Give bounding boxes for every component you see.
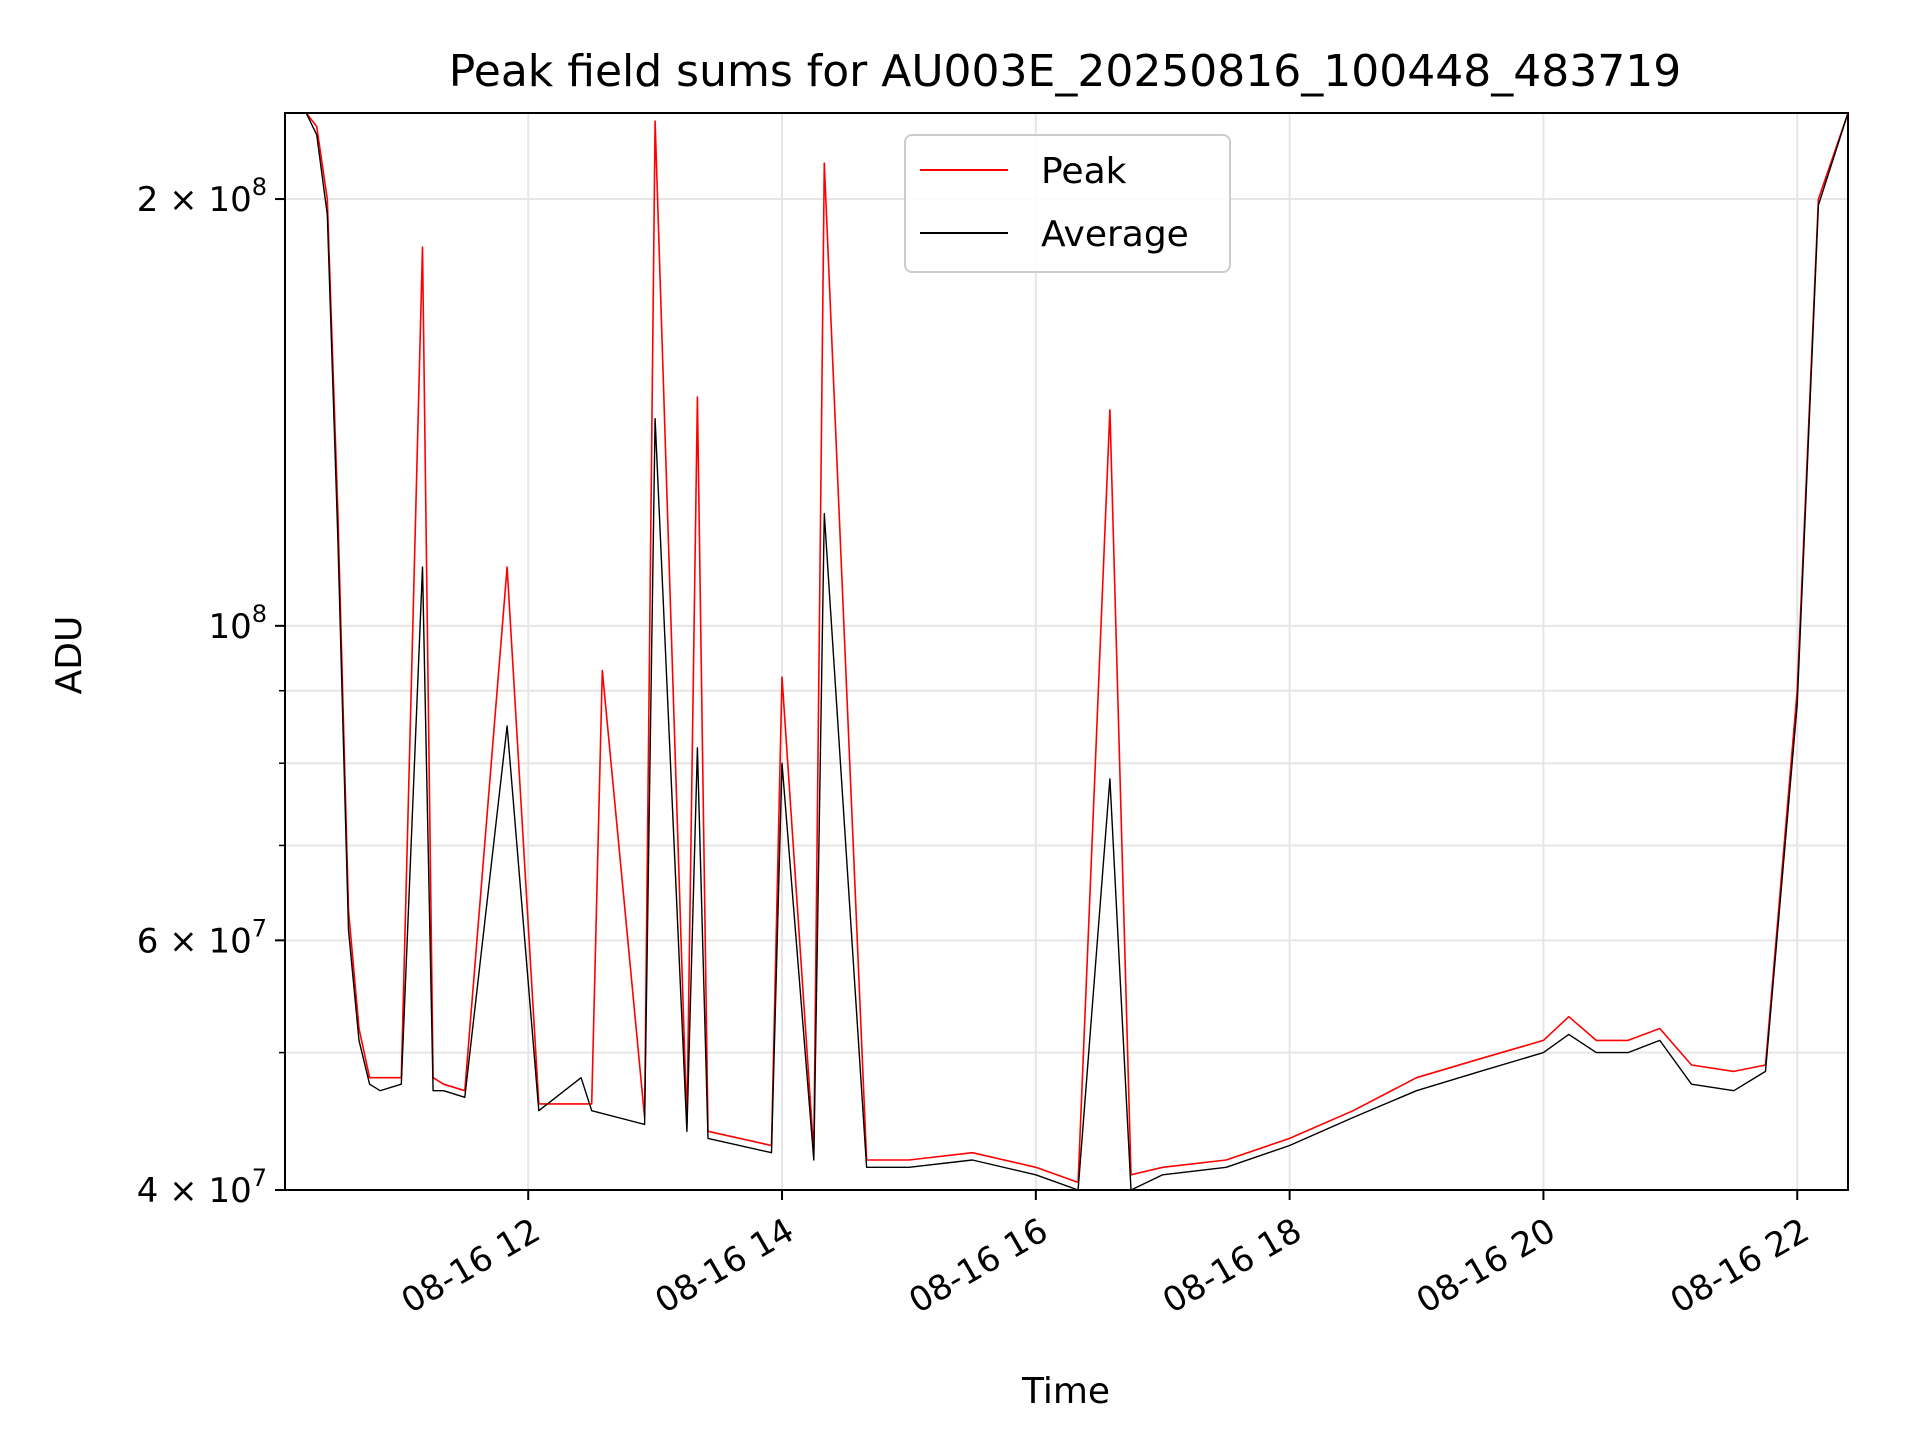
y-tick-mantissa: 6: [137, 921, 159, 961]
series-line-average: [285, 113, 1848, 1190]
series-lines: [285, 113, 1848, 1190]
y-tick-times: ×: [158, 1171, 208, 1211]
y-tick-exponent: 7: [252, 1164, 267, 1192]
legend-label-peak: Peak: [1041, 151, 1127, 192]
y-tick-base: 10: [208, 921, 251, 961]
x-axis-label: Time: [1021, 1371, 1110, 1412]
x-axis-ticks: 08-16 12 08-16 14 08-16 16 08-16 18 08-16 20…: [395, 1190, 1816, 1322]
y-tick-label: 108: [208, 600, 267, 647]
x-tick-label: 08-16 16: [902, 1211, 1054, 1322]
x-tick-label: 08-16 14: [649, 1211, 801, 1322]
y-axis-label: ADU: [49, 616, 90, 695]
x-tick-label: 08-16 22: [1664, 1211, 1816, 1322]
legend: Peak Average: [904, 134, 1231, 273]
legend-label-average: Average: [1041, 214, 1189, 255]
y-tick-times: ×: [158, 921, 208, 961]
y-tick-mantissa: 2: [137, 180, 159, 220]
plot-area-frame: [284, 112, 1849, 1191]
series-line-peak: [285, 113, 1848, 1184]
x-tick-label: 08-16 12: [395, 1211, 547, 1322]
x-tick-label: 08-16 18: [1156, 1211, 1308, 1322]
y-tick-base: 10: [208, 607, 251, 647]
y-tick-label: 6 × 107: [137, 914, 267, 961]
y-tick-exponent: 7: [252, 914, 267, 942]
y-tick-times: ×: [158, 180, 208, 220]
y-tick-label: 4 × 107: [137, 1164, 267, 1211]
y-tick-label: 2 × 108: [137, 173, 267, 220]
y-tick-base: 10: [208, 1171, 251, 1211]
grid: [285, 113, 1848, 1191]
y-tick-exponent: 8: [252, 173, 267, 201]
y-tick-base: 10: [208, 180, 251, 220]
y-tick-exponent: 8: [252, 600, 267, 628]
x-tick-label: 08-16 20: [1410, 1211, 1562, 1322]
y-tick-mantissa: 4: [137, 1171, 159, 1211]
chart-title: Peak field sums for AU003E_20250816_1004…: [449, 46, 1681, 97]
